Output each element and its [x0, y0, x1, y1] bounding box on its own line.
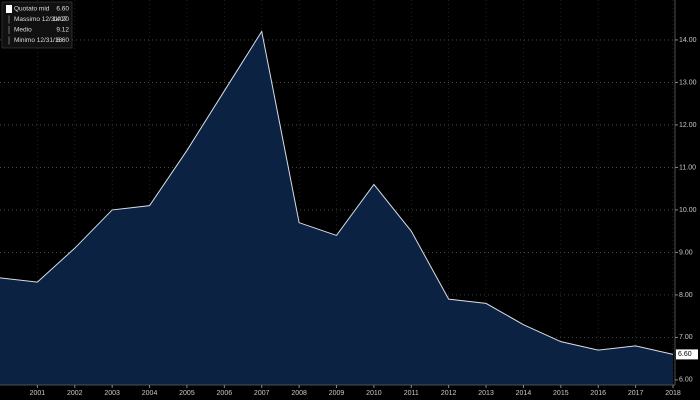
- legend-name: Medio: [14, 27, 32, 34]
- x-tick-label: 2013: [478, 390, 494, 397]
- legend-name: Massimo 12/31/07: [14, 16, 67, 23]
- y-tick-label: 7.00: [679, 334, 693, 341]
- legend-name: Quotato mid: [14, 6, 50, 13]
- last-value-box: [676, 349, 698, 360]
- legend-name: Minimo 12/31/18: [14, 37, 62, 44]
- x-tick-label: 2011: [404, 390, 419, 397]
- x-tick-label: 2008: [291, 390, 307, 397]
- y-tick-label: 6.00: [679, 377, 693, 384]
- legend-value: 6.60: [56, 6, 69, 13]
- x-tick-label: 2014: [516, 390, 532, 397]
- legend-value: 14.20: [53, 16, 70, 23]
- legend-value: 6.60: [56, 37, 69, 44]
- area-line: [0, 30, 674, 355]
- x-tick-label: 2006: [217, 390, 233, 397]
- y-tick-label: 14.00: [679, 37, 697, 44]
- x-tick-label: 2015: [553, 390, 569, 397]
- x-tick-label: 2005: [179, 390, 195, 397]
- legend-value: 9.12: [56, 27, 69, 34]
- x-tick-label: 2001: [30, 390, 46, 397]
- last-value-label: 6.60: [678, 351, 692, 358]
- x-tick-label: 2007: [254, 390, 270, 397]
- y-tick-label: 11.00: [679, 164, 696, 171]
- x-tick-label: 2002: [67, 390, 83, 397]
- y-tick-label: 9.00: [679, 249, 693, 256]
- legend-swatch: [6, 5, 12, 13]
- y-tick-label: 12.00: [679, 122, 697, 129]
- x-tick-label: 2010: [366, 390, 382, 397]
- x-tick-label: 2003: [104, 390, 120, 397]
- area-fill: [0, 31, 673, 385]
- x-tick-label: 2012: [441, 390, 457, 397]
- x-tick-label: 2009: [329, 390, 345, 397]
- y-tick-label: 10.00: [679, 207, 697, 214]
- x-tick-label: 2017: [628, 390, 644, 397]
- x-tick-label: 2004: [142, 390, 158, 397]
- y-tick-label: 13.00: [679, 79, 697, 86]
- x-tick-label: 2018: [665, 390, 681, 397]
- legend-box: [1, 1, 73, 49]
- x-tick-label: 2016: [590, 390, 606, 397]
- y-tick-label: 8.00: [679, 292, 693, 299]
